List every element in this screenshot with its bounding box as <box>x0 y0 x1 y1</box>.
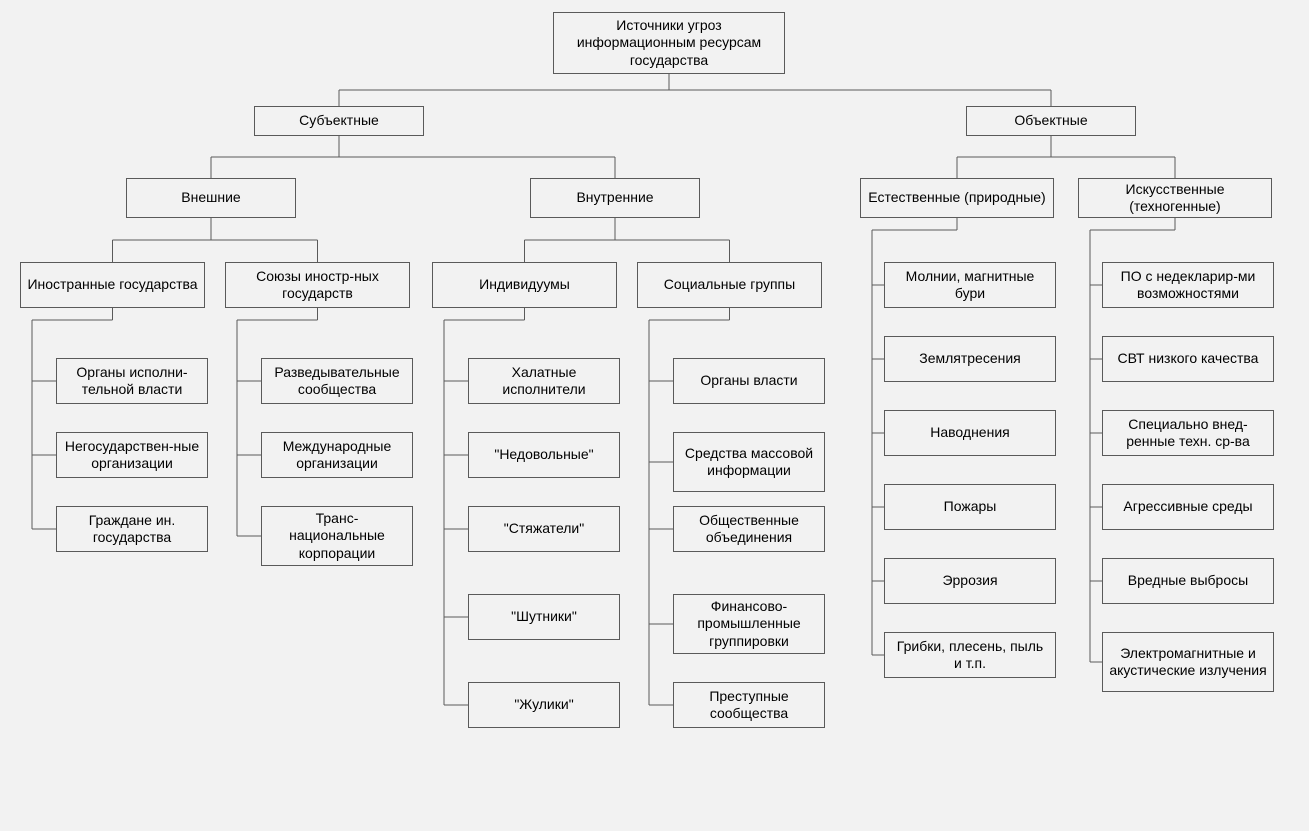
leaf-foreign_states-0: Органы исполни-тельной власти <box>56 358 208 404</box>
leaf-artificial-2: Специально внед-ренные техн. ср-ва <box>1102 410 1274 456</box>
leaf-social_groups-4: Преступные сообщества <box>673 682 825 728</box>
node-natural-label: Естественные (природные) <box>868 189 1045 207</box>
leaf-social_groups-3-label: Финансово-промышленные группировки <box>680 598 818 651</box>
node-foreign-states-label: Иностранные государства <box>27 276 197 294</box>
leaf-natural-2: Наводнения <box>884 410 1056 456</box>
leaf-artificial-4: Вредные выбросы <box>1102 558 1274 604</box>
root-node: Источники угроз информационным ресурсам … <box>553 12 785 74</box>
node-external-label: Внешние <box>181 189 240 207</box>
leaf-natural-1: Землятресения <box>884 336 1056 382</box>
leaf-natural-0-label: Молнии, магнитные бури <box>891 268 1049 303</box>
leaf-foreign_unions-0-label: Разведывательные сообщества <box>268 364 406 399</box>
leaf-individuals-1: "Недовольные" <box>468 432 620 478</box>
node-foreign-unions: Союзы иностр-ных государств <box>225 262 410 308</box>
leaf-artificial-3-label: Агрессивные среды <box>1123 498 1252 516</box>
node-objective: Объектные <box>966 106 1136 136</box>
leaf-artificial-5-label: Электромагнитные и акустические излучени… <box>1109 645 1267 680</box>
leaf-individuals-4-label: "Жулики" <box>514 696 573 714</box>
leaf-individuals-3: "Шутники" <box>468 594 620 640</box>
leaf-artificial-0: ПО с недекларир-ми возможностями <box>1102 262 1274 308</box>
leaf-natural-4: Эррозия <box>884 558 1056 604</box>
leaf-foreign_states-1: Негосударствен-ные организации <box>56 432 208 478</box>
leaf-natural-5: Грибки, плесень, пыль и т.п. <box>884 632 1056 678</box>
root-node-label: Источники угроз информационным ресурсам … <box>560 17 778 70</box>
leaf-foreign_unions-2-label: Транс-национальные корпорации <box>268 510 406 563</box>
leaf-natural-4-label: Эррозия <box>942 572 997 590</box>
node-natural: Естественные (природные) <box>860 178 1054 218</box>
leaf-artificial-5: Электромагнитные и акустические излучени… <box>1102 632 1274 692</box>
leaf-individuals-3-label: "Шутники" <box>511 608 577 626</box>
leaf-artificial-1-label: СВТ низкого качества <box>1118 350 1259 368</box>
leaf-social_groups-3: Финансово-промышленные группировки <box>673 594 825 654</box>
leaf-individuals-0-label: Халатные исполнители <box>475 364 613 399</box>
leaf-social_groups-0-label: Органы власти <box>700 372 797 390</box>
leaf-social_groups-0: Органы власти <box>673 358 825 404</box>
diagram-canvas: Источники угроз информационным ресурсам … <box>0 0 1309 831</box>
leaf-foreign_states-0-label: Органы исполни-тельной власти <box>63 364 201 399</box>
leaf-social_groups-1: Средства массовой информации <box>673 432 825 492</box>
node-objective-label: Объектные <box>1014 112 1087 130</box>
leaf-individuals-2-label: "Стяжатели" <box>504 520 584 538</box>
leaf-foreign_unions-1: Международные организации <box>261 432 413 478</box>
node-foreign-states: Иностранные государства <box>20 262 205 308</box>
leaf-natural-3: Пожары <box>884 484 1056 530</box>
leaf-natural-1-label: Землятресения <box>919 350 1021 368</box>
leaf-social_groups-2: Общественные объединения <box>673 506 825 552</box>
node-internal: Внутренние <box>530 178 700 218</box>
leaf-artificial-4-label: Вредные выбросы <box>1128 572 1248 590</box>
leaf-artificial-2-label: Специально внед-ренные техн. ср-ва <box>1109 416 1267 451</box>
leaf-foreign_unions-0: Разведывательные сообщества <box>261 358 413 404</box>
node-individuals: Индивидуумы <box>432 262 617 308</box>
node-social-groups-label: Социальные группы <box>664 276 795 294</box>
leaf-individuals-1-label: "Недовольные" <box>494 446 593 464</box>
leaf-natural-3-label: Пожары <box>944 498 997 516</box>
leaf-individuals-4: "Жулики" <box>468 682 620 728</box>
node-artificial-label: Искусственные (техногенные) <box>1085 181 1265 216</box>
leaf-social_groups-2-label: Общественные объединения <box>680 512 818 547</box>
leaf-natural-0: Молнии, магнитные бури <box>884 262 1056 308</box>
leaf-individuals-2: "Стяжатели" <box>468 506 620 552</box>
leaf-artificial-0-label: ПО с недекларир-ми возможностями <box>1109 268 1267 303</box>
leaf-artificial-3: Агрессивные среды <box>1102 484 1274 530</box>
node-subjective-label: Субъектные <box>299 112 379 130</box>
node-foreign-unions-label: Союзы иностр-ных государств <box>232 268 403 303</box>
node-external: Внешние <box>126 178 296 218</box>
node-social-groups: Социальные группы <box>637 262 822 308</box>
node-individuals-label: Индивидуумы <box>479 276 570 294</box>
leaf-natural-5-label: Грибки, плесень, пыль и т.п. <box>891 638 1049 673</box>
leaf-artificial-1: СВТ низкого качества <box>1102 336 1274 382</box>
node-internal-label: Внутренние <box>576 189 653 207</box>
leaf-natural-2-label: Наводнения <box>930 424 1009 442</box>
leaf-foreign_unions-2: Транс-национальные корпорации <box>261 506 413 566</box>
leaf-individuals-0: Халатные исполнители <box>468 358 620 404</box>
leaf-foreign_states-1-label: Негосударствен-ные организации <box>63 438 201 473</box>
leaf-foreign_states-2-label: Граждане ин. государства <box>63 512 201 547</box>
node-subjective: Субъектные <box>254 106 424 136</box>
leaf-foreign_states-2: Граждане ин. государства <box>56 506 208 552</box>
leaf-social_groups-4-label: Преступные сообщества <box>680 688 818 723</box>
leaf-foreign_unions-1-label: Международные организации <box>268 438 406 473</box>
node-artificial: Искусственные (техногенные) <box>1078 178 1272 218</box>
leaf-social_groups-1-label: Средства массовой информации <box>680 445 818 480</box>
